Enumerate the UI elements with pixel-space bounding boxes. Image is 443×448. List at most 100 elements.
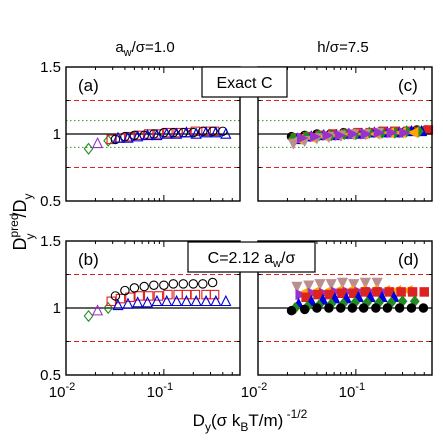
panel-a-ytick-label-1: 1 [53, 126, 61, 143]
row-label-c-value-box [187, 241, 316, 273]
panel-d-series-6-point-8 [382, 303, 393, 313]
panel-b-series-4-point-1 [122, 297, 134, 309]
row-label-c-value: C=2.12 aw/σ [187, 241, 316, 273]
panel-a-series-3-point-1 [120, 131, 130, 142]
panel-a-series-4-point-4 [151, 128, 163, 141]
panel-c-series-6-point-7 [386, 127, 398, 139]
panel-d-series-3-point-10 [419, 287, 430, 297]
panel-b-ytick-label-0: 0.5 [40, 367, 61, 384]
panel-b-series-3-point-5 [159, 280, 169, 290]
panel-a-ytick-label-0: 0.5 [40, 193, 61, 210]
row-label-exact-c-box [201, 66, 288, 98]
panel-c-series-6-point-5 [360, 128, 372, 140]
panel-d-series-6-point-2 [312, 303, 322, 313]
panel-b-series-2 [106, 289, 220, 307]
panel-a: 0.5 1 1.5 (a) [40, 59, 241, 210]
panel-a-series-4-point-10 [210, 126, 222, 138]
panel-d-series-6 [286, 303, 429, 316]
panel-d-series-3-point-8 [396, 287, 406, 297]
panel-b-series-3-point-3 [139, 281, 149, 292]
panel-d-series-6-point-9 [394, 303, 405, 313]
panel-b-series-3-point-10 [207, 277, 218, 288]
panel-d-series-0-point-6 [359, 277, 371, 289]
row-label-exact-c: Exact C [201, 66, 288, 98]
panel-a-series-2-point-5 [153, 129, 164, 139]
panel-b-series-1-point-0 [91, 304, 104, 316]
panel-d-label: (d) [398, 250, 419, 269]
panel-a-series-1-point-0 [91, 136, 104, 149]
panel-b-series-4 [112, 294, 232, 311]
panel-a-series-4-point-1 [122, 131, 134, 143]
panel-a-series-4-point-11 [220, 127, 232, 139]
panel-c-series-6-point-0 [297, 132, 309, 144]
panel-b-series-4-point-10 [210, 294, 222, 307]
panel-d-series-3-point-1 [313, 289, 323, 300]
panel-b-series-3-point-6 [168, 279, 179, 289]
panel-c-series-6-point-8 [399, 127, 411, 139]
panel-d-series-6-point-10 [406, 303, 417, 313]
x-axis-label: Dy(σ kBT/m) -1/2 [193, 407, 308, 434]
panel-b: 0.5 1 1.5 10-2 10-1 (b) [40, 233, 241, 401]
panel-d-series-6-point-6 [358, 303, 369, 313]
panel-a-series-1 [91, 136, 104, 149]
panel-a-series-4-point-9 [200, 126, 212, 138]
panel-d-series-6-point-5 [347, 303, 358, 313]
panel-d-series-0-point-7 [371, 277, 383, 289]
panel-b-label: (b) [78, 250, 99, 269]
panel-d-xtick-label-1: 10-1 [339, 381, 365, 401]
panel-b-series-2-point-8 [181, 289, 192, 300]
panel-a-series-2-point-0 [106, 134, 116, 145]
panel-a-series-3-point-9 [198, 126, 208, 137]
panel-b-series-3-point-7 [178, 279, 189, 289]
panel-a-series-2-point-4 [143, 129, 154, 139]
panel-a-series-4-point-3 [141, 128, 154, 141]
panel-b-series-4-point-5 [161, 294, 173, 307]
panel-c-series-6 [297, 127, 411, 144]
panel-d-series-6-point-1 [299, 304, 310, 315]
panel-b-series-0 [83, 301, 114, 323]
panel-b-series-3-point-2 [129, 283, 140, 293]
row-label-c-value-text: C=2.12 aw/σ [208, 250, 296, 270]
panel-d-series-0-point-4 [336, 277, 349, 289]
panel-a-series-4-point-8 [190, 127, 202, 139]
panel-b-series-2-point-10 [201, 289, 211, 300]
panel-a-series-2-point-6 [163, 127, 173, 138]
panel-b-series-4-point-3 [141, 296, 154, 308]
panel-b-xtick-label-0: 10-2 [49, 381, 75, 401]
panel-b-series-0-point-1 [103, 301, 114, 315]
panel-d-series-6-point-0 [286, 305, 297, 316]
panel-a-label: (a) [78, 76, 99, 95]
panel-a-ytick-label-2: 1.5 [40, 59, 61, 76]
panel-b-series-2-point-7 [173, 289, 183, 300]
panel-c: (c) [257, 66, 434, 202]
panel-d-series-3-point-9 [407, 287, 418, 297]
panel-c-series-5-point-0 [287, 138, 299, 150]
panel-c-series-6-point-2 [322, 129, 334, 141]
panel-d-series-2-point-0 [295, 289, 307, 301]
panel-b-series-3-point-1 [120, 285, 130, 296]
panel-a-series-4 [112, 126, 232, 143]
column-title-left: aw/σ=1.0 [115, 39, 174, 59]
panel-c-series-4-point-9 [407, 127, 419, 139]
panel-b-ytick-label-1: 1 [53, 300, 61, 317]
panel-b-series-3-point-9 [198, 279, 208, 289]
panels: 0.5 1 1.5 (a) (c) 0.5 1 1.5 10-2 10-1 (b) 10-2 10-1 (… [40, 59, 434, 401]
panel-d-series-0 [291, 277, 383, 293]
panel-b-xtick-label-1: 10-1 [147, 381, 173, 401]
panel-b-ytick-label-2: 1.5 [40, 233, 61, 250]
panel-a-series-0-point-0 [83, 142, 94, 155]
panel-b-series-3 [110, 277, 218, 301]
panel-d-series-0-point-1 [303, 280, 315, 292]
panel-b-series-1 [91, 304, 104, 316]
panel-d-series-0-point-5 [348, 279, 360, 291]
panel-c-series-6-point-4 [347, 128, 359, 140]
panel-b-series-4-point-8 [190, 294, 202, 307]
panel-a-series-0 [83, 134, 114, 155]
panel-b-series-4-point-0 [112, 298, 124, 311]
panel-b-series-4-point-7 [180, 294, 192, 307]
panel-b-series-3-point-4 [149, 280, 159, 290]
panel-b-series-3-point-8 [188, 279, 199, 289]
panel-a-series-4-point-6 [171, 127, 183, 139]
panel-b-series-2-point-1 [115, 293, 126, 304]
